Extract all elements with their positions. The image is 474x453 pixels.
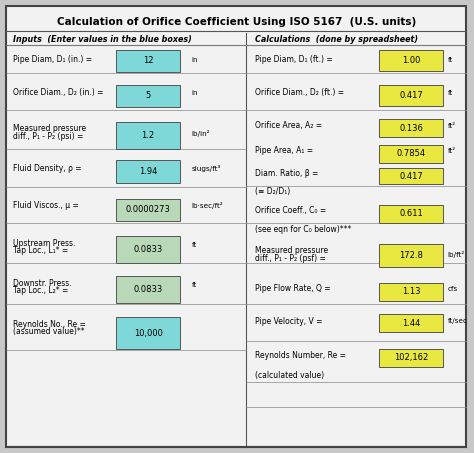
Text: Reynolds No., Re =: Reynolds No., Re =	[13, 320, 86, 329]
Text: Pipe Flow Rate, Q =: Pipe Flow Rate, Q =	[255, 284, 330, 293]
Text: Measured pressure: Measured pressure	[255, 246, 328, 255]
Text: Pipe Diam, D₁ (ft.) =: Pipe Diam, D₁ (ft.) =	[255, 55, 333, 64]
Text: 0.417: 0.417	[399, 172, 423, 181]
Text: diff., P₁ - P₂ (psf) =: diff., P₁ - P₂ (psf) =	[255, 254, 326, 262]
Text: 0.136: 0.136	[399, 124, 423, 133]
Text: 0.611: 0.611	[399, 209, 423, 218]
Text: Orifice Diam., D₂ (in.) =: Orifice Diam., D₂ (in.) =	[13, 88, 104, 97]
Text: 10,000: 10,000	[134, 329, 163, 337]
FancyBboxPatch shape	[117, 276, 180, 303]
Text: lb/in²: lb/in²	[191, 130, 210, 137]
FancyBboxPatch shape	[117, 318, 180, 349]
Text: ft: ft	[191, 242, 197, 248]
FancyBboxPatch shape	[379, 349, 443, 367]
FancyBboxPatch shape	[379, 168, 443, 184]
FancyBboxPatch shape	[6, 6, 466, 447]
Text: Fluid Density, ρ =: Fluid Density, ρ =	[13, 164, 82, 173]
FancyBboxPatch shape	[379, 244, 443, 267]
Text: 0.0833: 0.0833	[134, 246, 163, 255]
FancyBboxPatch shape	[117, 121, 180, 149]
FancyBboxPatch shape	[379, 85, 443, 106]
Text: ft: ft	[447, 57, 453, 63]
Text: Upstream Press.: Upstream Press.	[13, 239, 75, 248]
Text: 102,162: 102,162	[394, 353, 428, 362]
Text: Tap Loc., L₁* =: Tap Loc., L₁* =	[13, 246, 68, 255]
Text: 0.0000273: 0.0000273	[126, 205, 171, 214]
Text: Measured pressure: Measured pressure	[13, 124, 86, 133]
Text: Fluid Viscos., μ =: Fluid Viscos., μ =	[13, 201, 79, 210]
Text: ft: ft	[191, 282, 197, 288]
Text: 1.00: 1.00	[402, 56, 420, 65]
FancyBboxPatch shape	[379, 49, 443, 71]
Text: Tap Loc., L₂* =: Tap Loc., L₂* =	[13, 286, 69, 295]
Text: Calculations  (done by spreadsheet): Calculations (done by spreadsheet)	[255, 35, 418, 44]
Text: cfs: cfs	[447, 286, 458, 292]
Text: (≡ D₂/D₁): (≡ D₂/D₁)	[255, 187, 290, 196]
Text: 1.44: 1.44	[402, 319, 420, 328]
Text: in: in	[191, 57, 198, 63]
Text: (assumed value)**: (assumed value)**	[13, 328, 85, 336]
Text: ft: ft	[447, 90, 453, 96]
Text: (see eqn for C₀ below)***: (see eqn for C₀ below)***	[255, 225, 351, 234]
Text: lb·sec/ft²: lb·sec/ft²	[191, 202, 223, 209]
Text: slugs/ft³: slugs/ft³	[191, 165, 221, 173]
Text: ft²: ft²	[447, 148, 456, 154]
Text: Orifice Area, A₂ =: Orifice Area, A₂ =	[255, 121, 322, 130]
Text: Diam. Ratio, β =: Diam. Ratio, β =	[255, 169, 319, 178]
FancyBboxPatch shape	[117, 49, 180, 72]
FancyBboxPatch shape	[117, 236, 180, 263]
FancyBboxPatch shape	[117, 160, 180, 183]
FancyBboxPatch shape	[379, 119, 443, 137]
Text: in: in	[191, 90, 198, 96]
Text: 0.0833: 0.0833	[134, 285, 163, 294]
Text: Reynolds Number, Re =: Reynolds Number, Re =	[255, 351, 346, 360]
Text: 0.7854: 0.7854	[397, 149, 426, 158]
Text: ft/sec: ft/sec	[447, 318, 467, 324]
Text: (calculated value): (calculated value)	[255, 371, 324, 380]
FancyBboxPatch shape	[379, 283, 443, 301]
FancyBboxPatch shape	[379, 205, 443, 223]
Text: 1.13: 1.13	[402, 287, 420, 296]
FancyBboxPatch shape	[379, 314, 443, 333]
FancyBboxPatch shape	[117, 85, 180, 107]
Text: Pipe Velocity, V =: Pipe Velocity, V =	[255, 317, 322, 326]
Text: Pipe Area, A₁ =: Pipe Area, A₁ =	[255, 146, 313, 155]
Text: Orifice Coeff., C₀ =: Orifice Coeff., C₀ =	[255, 206, 326, 215]
Text: Pipe Diam, D₁ (in.) =: Pipe Diam, D₁ (in.) =	[13, 55, 92, 64]
Text: Inputs  (Enter values in the blue boxes): Inputs (Enter values in the blue boxes)	[13, 35, 192, 44]
Text: 1.2: 1.2	[142, 130, 155, 140]
Text: Orifice Diam., D₂ (ft.) =: Orifice Diam., D₂ (ft.) =	[255, 88, 344, 97]
Text: Downstr. Press.: Downstr. Press.	[13, 279, 72, 288]
Text: Calculation of Orifice Coefficient Using ISO 5167  (U.S. units): Calculation of Orifice Coefficient Using…	[56, 17, 416, 27]
Text: 1.94: 1.94	[139, 167, 157, 176]
Text: 12: 12	[143, 56, 154, 65]
Text: lb/ft²: lb/ft²	[447, 251, 465, 258]
FancyBboxPatch shape	[379, 145, 443, 163]
FancyBboxPatch shape	[117, 198, 180, 221]
Text: 5: 5	[146, 92, 151, 101]
Text: 0.417: 0.417	[399, 91, 423, 100]
Text: diff., P₁ - P₂ (psi) =: diff., P₁ - P₂ (psi) =	[13, 131, 83, 140]
Text: ft²: ft²	[447, 123, 456, 129]
Text: 172.8: 172.8	[399, 251, 423, 260]
